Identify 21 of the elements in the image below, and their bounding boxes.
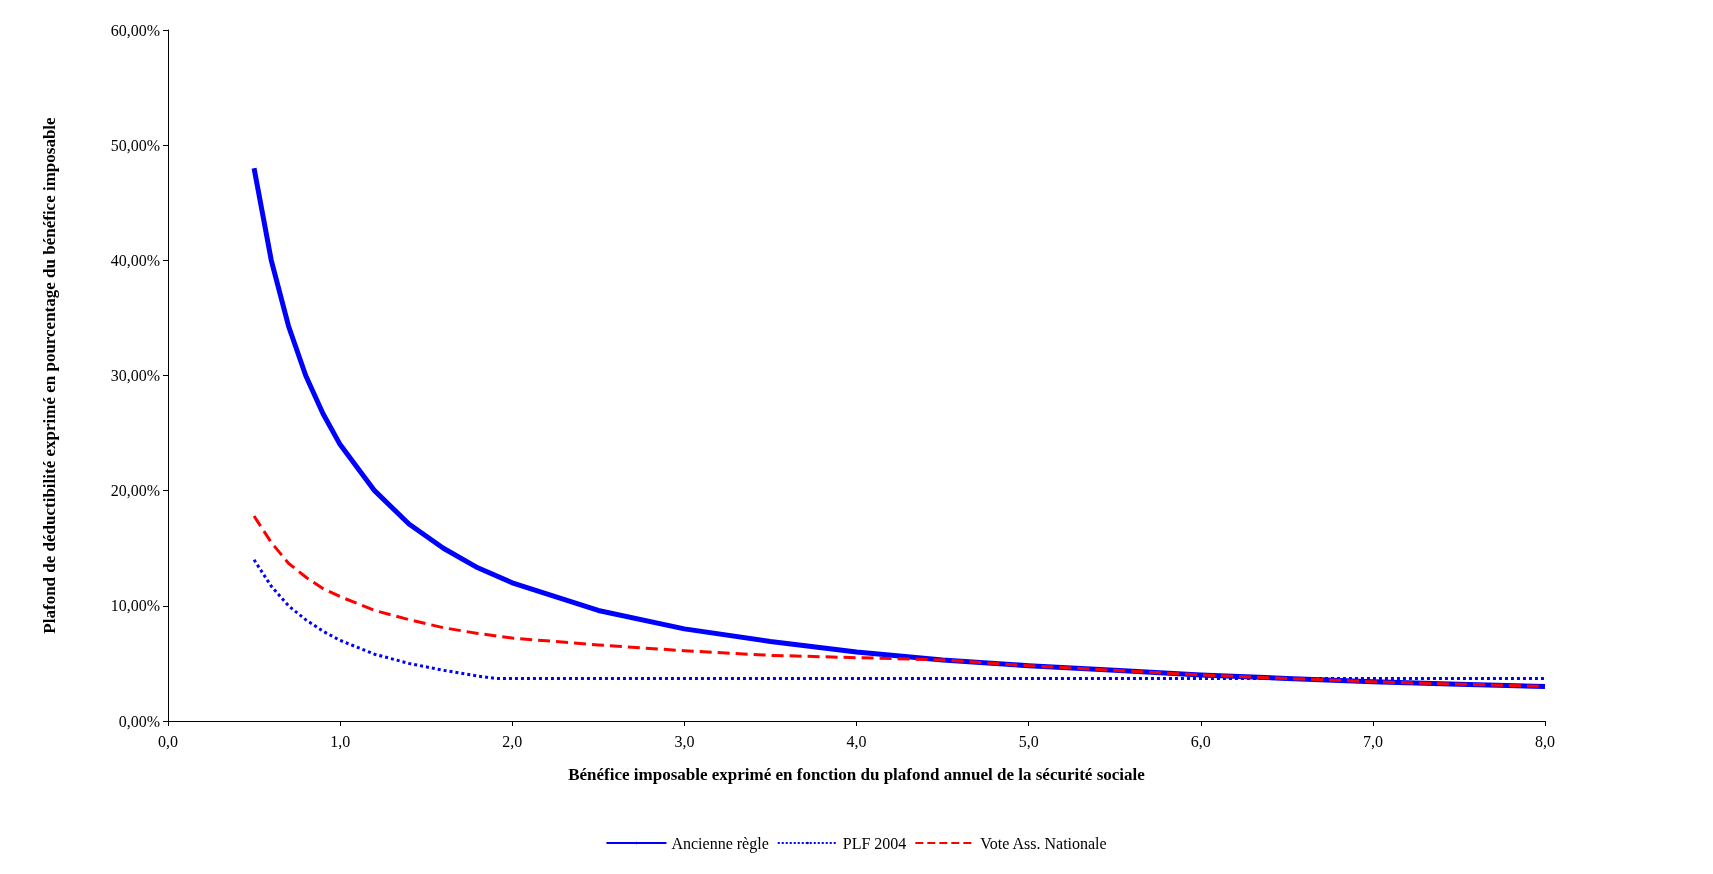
x-tick-label: 7,0 xyxy=(1362,732,1383,750)
y-axis-title: Plafond de déductibilité exprimé en pourcentage du bénéfice imposable xyxy=(40,116,59,634)
legend-label: Ancienne règle xyxy=(671,834,769,853)
y-tick-label: 10,00% xyxy=(110,597,160,615)
y-tick-label: 0,00% xyxy=(118,712,160,730)
x-tick-label: 0,0 xyxy=(158,732,178,750)
legend-label: Vote Ass. Nationale xyxy=(980,834,1107,852)
x-tick-label: 8,0 xyxy=(1535,732,1555,750)
legend-label: PLF 2004 xyxy=(842,834,907,852)
x-tick-label: 5,0 xyxy=(1018,732,1039,750)
x-tick-label: 3,0 xyxy=(674,732,695,750)
x-tick-label: 1,0 xyxy=(330,732,351,750)
y-tick-label: 60,00% xyxy=(110,21,160,39)
x-tick-label: 6,0 xyxy=(1190,732,1211,750)
y-tick-label: 20,00% xyxy=(110,482,160,500)
x-tick-label: 4,0 xyxy=(846,732,867,750)
y-tick-label: 40,00% xyxy=(110,251,160,269)
y-tick-label: 30,00% xyxy=(110,367,160,384)
x-axis-title: Bénéfice imposable exprimé en fonction du plafond annuel de la sécurité sociale xyxy=(568,765,1146,784)
x-tick-label: 2,0 xyxy=(502,732,523,750)
y-tick-label: 50,00% xyxy=(110,136,160,154)
